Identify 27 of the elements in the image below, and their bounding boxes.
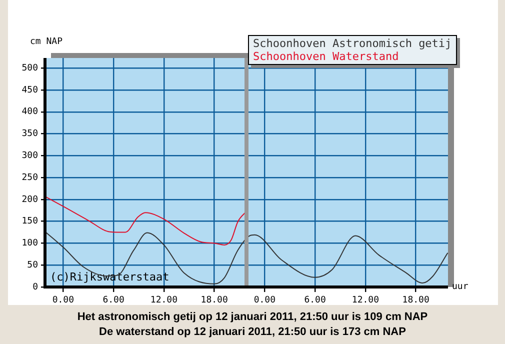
y-tick-label: 350	[22, 129, 38, 140]
text: Het astronomisch getij op 12 januari 2011, 21:50 uur is 109 cm NAP	[76, 310, 429, 325]
y-axis-title: cm NAP	[30, 37, 63, 47]
y-tick-label: 250	[22, 172, 38, 183]
x-axis-title: uur	[452, 282, 468, 292]
y-tick-label: 200	[22, 194, 38, 205]
x-tick-label: 6.00	[304, 296, 326, 306]
x-tick-label: 12.00	[150, 296, 178, 306]
y-tick-label: 0	[32, 282, 38, 292]
line-series	[46, 196, 247, 246]
x-tick-label: 18.00	[402, 296, 430, 306]
x-tick-label: 0.00	[52, 296, 74, 306]
text: Schoonhoven Waterstand	[253, 50, 400, 63]
y-tick-label: 450	[22, 85, 38, 96]
x-tick-label: 6.00	[102, 296, 124, 306]
y-tick-label: 300	[22, 150, 38, 161]
y-tick-label: 400	[22, 107, 38, 118]
text: Schoonhoven Astronomisch getij	[253, 37, 452, 50]
line-series	[46, 232, 448, 284]
y-tick-label: 100	[22, 238, 38, 249]
x-tick-label: 12.00	[352, 296, 379, 306]
text: De waterstand op 12 januari 2011, 21:50 uur is 173 cm NAP	[98, 325, 407, 340]
y-tick-label: 50	[27, 260, 38, 270]
x-tick-label: 18.00	[200, 296, 228, 306]
y-tick-label: 150	[22, 216, 38, 227]
y-tick-label: 500	[22, 63, 38, 74]
x-tick-label: 0.00	[254, 296, 276, 306]
